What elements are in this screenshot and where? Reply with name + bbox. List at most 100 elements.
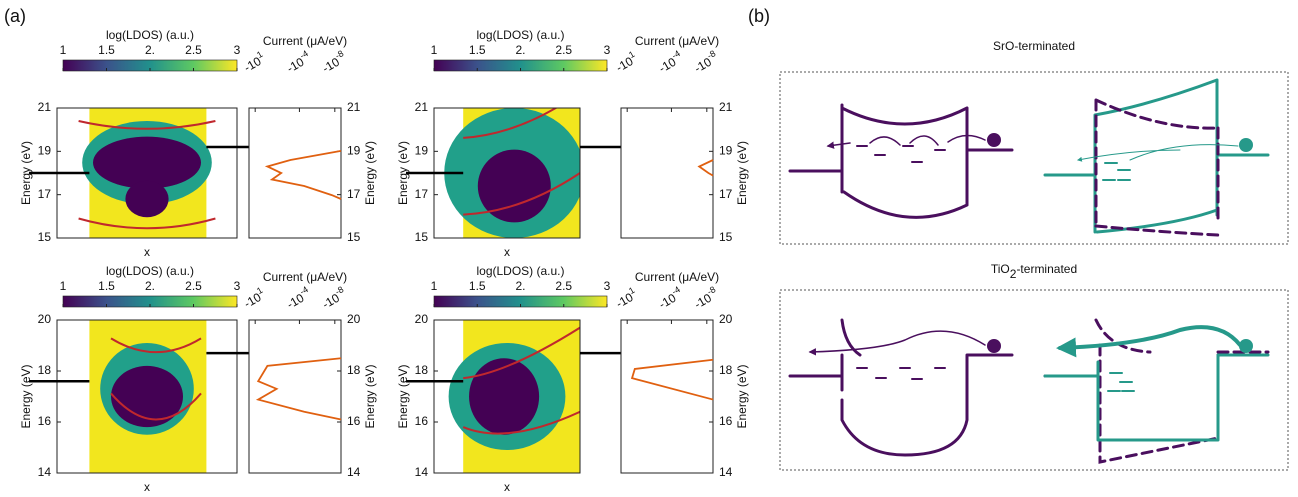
y-tick-label: 17 [38,187,52,201]
band-edge [1043,353,1270,442]
tick-exponent: -8 [706,48,718,61]
y-tick-label: 17 [415,187,429,201]
colorbar-tick-label: 2. [145,279,155,293]
band-edge [1043,78,1270,234]
tick-exponent: 1 [255,49,264,60]
tick-exponent: -4 [670,48,682,61]
arrow [1078,144,1239,160]
diagram-box [779,71,1289,245]
y-tick-label: 19 [38,144,52,158]
colorbar-tick-label: 1.5 [98,279,115,293]
electron [987,339,1001,353]
current-label: Current (μA/eV) [263,270,347,284]
colorbar-tick-label: 2.5 [185,43,202,57]
trap-level [1102,162,1131,181]
band-edge-curve [463,326,580,380]
electron [1239,339,1253,353]
y2-tick-label: 21 [347,100,361,114]
tick-exponent: 1 [627,49,636,60]
heatmap [444,108,580,238]
y-tick-label: 16 [38,414,52,428]
ldos-panel: log(LDOS) (a.u.) 1 1.5 2. 2.5 3 14 14 16 16 18 18 20… [19,264,377,494]
colorbar-tick-label: 1.5 [469,43,486,57]
band-diagram [788,318,1014,457]
y-tick-label: 15 [415,230,429,244]
y-axis-label: Energy (eV) [735,141,749,205]
electron [1239,138,1253,152]
y2-tick-label: 19 [719,144,733,158]
current-tick-label: -101 [240,49,268,75]
y-tick-label: 21 [415,100,429,114]
y-axis-label: Energy (eV) [735,364,749,428]
colorbar-tick-label: 1 [431,43,438,57]
diagram-panel [779,71,1289,471]
y2-tick-label: 17 [347,187,361,201]
tick-exponent: 1 [627,285,636,296]
band-edge-curve [78,217,216,230]
colorbar-tick-label: 3 [604,279,611,293]
current-tick-label: -101 [612,49,640,75]
y-tick-label: 21 [38,100,52,114]
y-tick-label: 15 [38,230,52,244]
current-curve [630,358,714,401]
x-axis-label: x [144,245,150,259]
band-edge-curve [462,410,580,435]
tick-exponent: 1 [255,285,264,296]
current-tick-label: -10-4 [283,284,313,311]
band-edge-curve [463,108,558,139]
current-frame [620,319,714,474]
heatmap [78,108,216,238]
heatmap-region [125,180,169,218]
current-tick-label: -101 [612,285,640,311]
y-axis-label: Energy (eV) [396,141,410,205]
tick-exponent: -8 [334,48,346,61]
current-curve [255,357,342,421]
y2-tick-label: 17 [719,187,733,201]
band-edge-curve [463,172,580,216]
band-diagram [1043,78,1270,237]
panel-label: (a) [4,6,26,26]
current-tick-label: -10-8 [691,48,721,75]
colorbar-tick-label: 2.5 [555,279,572,293]
current-label: Current (μA/eV) [635,34,719,48]
band-edge [788,318,1014,457]
current-label: Current (μA/eV) [635,270,719,284]
panel-label: (b) [748,6,770,26]
colorbar-tick-label: 2. [515,279,525,293]
electron [987,133,1001,147]
colorbar-label: log(LDOS) (a.u.) [106,264,194,278]
colorbar-tick-label: 1.5 [469,279,486,293]
tick-exponent: -4 [298,284,310,297]
y-tick-label: 14 [38,465,52,479]
plot-frame [433,319,581,474]
y-axis-label: Energy (eV) [363,141,377,205]
colorbar-tick-label: 1 [60,43,67,57]
y-axis-label: Energy (eV) [396,364,410,428]
tick-exponent: -4 [298,48,310,61]
x-axis-label: x [504,245,510,259]
heatmap [89,320,207,473]
current-curve [697,159,714,177]
tick-exponent: -4 [670,284,682,297]
y2-tick-label: 18 [719,363,733,377]
diagram-box [779,289,1289,471]
band-edge-curve [110,337,202,354]
band-edge-dashed [1094,98,1220,237]
trap-level [1107,372,1135,392]
arrow [828,134,986,146]
colorbar-tick-label: 2.5 [185,279,202,293]
band-diagram [1043,318,1270,464]
y-axis-label: Energy (eV) [19,364,33,428]
y2-tick-label: 19 [347,144,361,158]
current-tick-label: -10-8 [319,48,349,75]
y-tick-label: 18 [38,363,52,377]
band-edge-curve [110,392,202,421]
y-tick-label: 16 [415,414,429,428]
current-tick-label: -101 [240,285,268,311]
y2-tick-label: 14 [347,465,361,479]
x-axis-label: x [504,480,510,494]
band-edge [788,103,1014,219]
colorbar-tick-label: 1 [60,279,67,293]
current-tick-label: -10-4 [655,48,685,75]
